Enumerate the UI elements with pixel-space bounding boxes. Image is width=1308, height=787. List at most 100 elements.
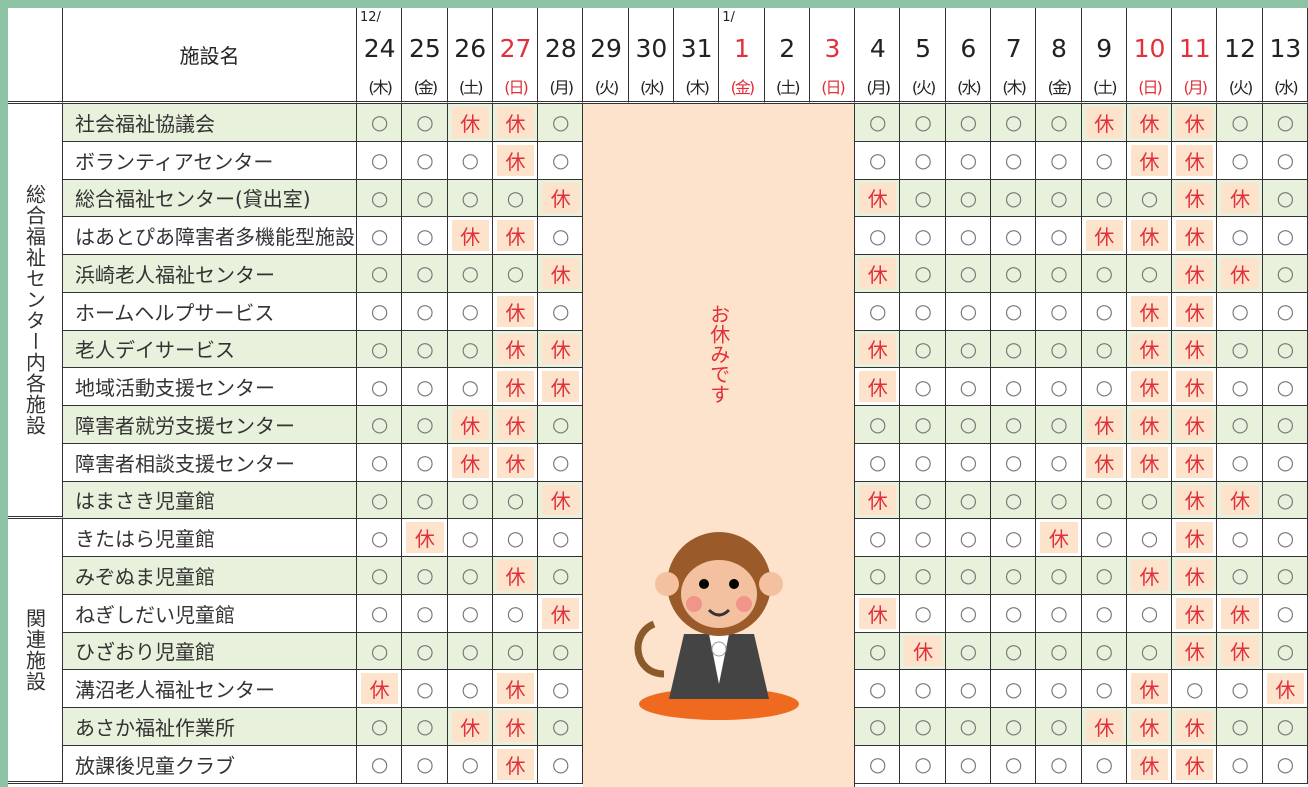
month-label: 12/ (360, 10, 381, 25)
status-mark: ○ (416, 676, 434, 701)
day-header (674, 8, 720, 104)
status-mark: ○ (1004, 374, 1023, 399)
status-mark: ○ (1276, 601, 1295, 626)
status-mark: ○ (461, 148, 479, 173)
status-mark: ○ (1276, 223, 1295, 248)
status-mark: ○ (1004, 185, 1023, 210)
status-cell (1036, 594, 1082, 633)
status-cell (855, 443, 901, 482)
status-mark: ○ (416, 487, 434, 512)
status-mark: ○ (370, 487, 389, 512)
status-mark: ○ (1004, 261, 1023, 286)
status-cell (991, 141, 1037, 180)
status-mark: ○ (1231, 299, 1249, 324)
status-mark: ○ (1276, 299, 1295, 324)
status-mark: ○ (869, 223, 887, 248)
status-mark: ○ (416, 336, 434, 361)
status-mark: 休 (1221, 182, 1259, 214)
status-mark: 休 (859, 333, 897, 365)
closed-text: お休みです (706, 304, 731, 404)
day-number: 2 (779, 34, 796, 63)
status-cell (447, 330, 493, 369)
status-mark: ○ (914, 525, 932, 550)
status-mark: ○ (869, 752, 887, 777)
status-mark: ○ (461, 261, 479, 286)
status-cell (538, 292, 584, 331)
status-mark: ○ (370, 185, 389, 210)
status-mark: ○ (959, 525, 978, 550)
day-number: 12 (1224, 34, 1256, 63)
status-cell (357, 406, 403, 444)
day-number: 29 (590, 34, 622, 63)
status-mark: ○ (1231, 752, 1249, 777)
day-number: 9 (1096, 34, 1113, 63)
status-cell (357, 330, 403, 369)
status-mark: ○ (552, 299, 570, 324)
facility-name: 溝沼老人福祉センター (63, 670, 357, 708)
status-mark: 休 (496, 446, 535, 478)
status-cell (447, 368, 493, 406)
status-cell (900, 481, 946, 520)
status-mark: ○ (914, 412, 932, 437)
status-cell (447, 519, 493, 557)
status-mark: ○ (1276, 752, 1295, 777)
status-mark: 休 (1176, 484, 1214, 516)
status-cell (1217, 443, 1263, 482)
status-mark: 休 (1130, 144, 1169, 176)
facility-name: はまさき児童館 (63, 481, 357, 520)
status-mark: ○ (506, 487, 525, 512)
status-mark: ○ (1276, 148, 1295, 173)
status-cell (538, 557, 584, 595)
status-cell (492, 632, 539, 671)
status-cell (855, 670, 901, 708)
status-cell (855, 745, 901, 784)
status-mark: ○ (1004, 752, 1023, 777)
status-cell (855, 406, 901, 444)
status-cell (1126, 481, 1173, 520)
status-cell (1036, 330, 1082, 369)
status-cell (492, 594, 539, 633)
status-cell (1126, 594, 1173, 633)
status-cell (1262, 255, 1308, 293)
status-mark: ○ (370, 412, 389, 437)
status-cell (945, 330, 991, 369)
status-cell (357, 557, 403, 595)
status-mark: ○ (416, 148, 434, 173)
status-mark: ○ (370, 223, 389, 248)
status-mark: ○ (1050, 638, 1068, 663)
status-mark: ○ (552, 450, 570, 475)
status-mark: ○ (959, 601, 978, 626)
status-mark: ○ (1050, 110, 1068, 135)
facility-name: ねぎしだい児童館 (63, 594, 357, 633)
status-mark: ○ (1050, 185, 1068, 210)
status-mark: ○ (416, 223, 434, 248)
day-number: 26 (454, 34, 487, 63)
status-mark: ○ (1231, 223, 1249, 248)
status-mark: ○ (914, 185, 932, 210)
status-cell (1217, 292, 1263, 331)
day-number: 7 (1005, 34, 1022, 63)
facility-name: 障害者就労支援センター (63, 406, 357, 444)
status-mark: ○ (416, 714, 434, 739)
status-cell (1036, 104, 1082, 142)
status-mark: ○ (1004, 148, 1023, 173)
status-cell (447, 557, 493, 595)
header-corner (8, 8, 63, 104)
weekday-label: (月) (549, 78, 575, 97)
day-number: 4 (869, 34, 886, 63)
status-cell (1036, 708, 1082, 746)
status-mark: ○ (552, 563, 570, 588)
status-mark: ○ (1050, 714, 1068, 739)
status-cell (1217, 330, 1263, 369)
status-mark: 休 (1130, 711, 1169, 742)
weekday-label: (木) (368, 78, 393, 97)
facility-name: 総合福祉センター(貸出室) (63, 179, 357, 218)
status-cell (538, 443, 584, 482)
status-mark: ○ (1004, 676, 1023, 701)
status-cell (945, 519, 991, 557)
day-header (719, 8, 765, 104)
status-mark: ○ (1231, 450, 1249, 475)
day-number: 10 (1133, 34, 1166, 63)
status-mark: ○ (1140, 261, 1159, 286)
status-cell (1081, 594, 1127, 633)
